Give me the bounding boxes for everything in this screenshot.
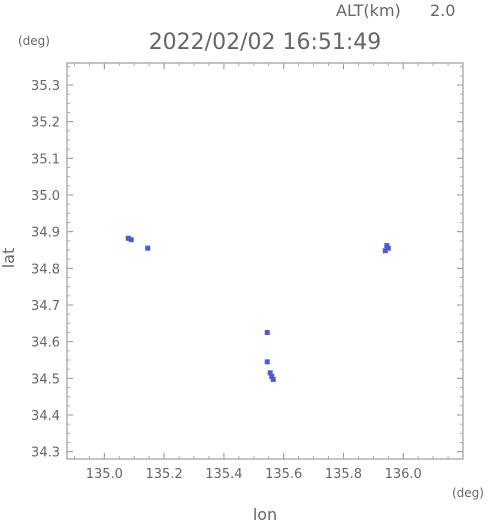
y-tick-label: 35.0 xyxy=(31,189,60,204)
altitude-value: 2.0 xyxy=(430,1,455,20)
x-tick-label: 135.4 xyxy=(205,467,242,482)
x-tick-label: 136.0 xyxy=(385,467,422,482)
y-tick-label: 35.2 xyxy=(31,116,60,131)
y-axis-label: lat xyxy=(0,248,18,269)
y-tick-label: 35.1 xyxy=(31,152,60,167)
x-tick-label: 135.0 xyxy=(86,467,123,482)
data-point xyxy=(269,374,275,379)
data-point xyxy=(385,245,391,251)
data-point xyxy=(270,376,276,382)
data-point xyxy=(128,237,134,243)
x-axis-unit: (deg) xyxy=(452,486,484,500)
y-axis-ticks: 34.3 34.4 34.5 34.6 34.7 34.8 34.9 35.0 35.1 35.2… xyxy=(31,66,463,461)
data-point xyxy=(264,359,270,365)
x-axis-ticks: 135.0 135.2 135.4 135.6 135.8 136.0 xyxy=(73,63,449,482)
data-point xyxy=(382,248,388,254)
x-tick-label: 135.6 xyxy=(265,467,302,482)
x-tick-label: 135.8 xyxy=(325,467,362,482)
y-tick-label: 35.3 xyxy=(31,79,60,94)
x-axis-label: lon xyxy=(253,505,277,521)
data-point xyxy=(125,235,131,241)
data-point xyxy=(264,330,270,335)
y-axis-unit: (deg) xyxy=(18,34,50,48)
altitude-label: ALT(km) xyxy=(336,1,401,20)
y-tick-label: 34.5 xyxy=(31,372,60,387)
y-tick-label: 34.3 xyxy=(31,446,60,461)
y-tick-label: 34.4 xyxy=(31,409,60,424)
data-point xyxy=(267,370,273,376)
data-points xyxy=(125,235,391,382)
data-point xyxy=(145,245,151,251)
y-tick-label: 34.7 xyxy=(31,299,60,314)
y-tick-label: 34.9 xyxy=(31,226,60,241)
y-tick-label: 34.8 xyxy=(31,262,60,277)
x-tick-label: 135.2 xyxy=(146,467,183,482)
plot-frame xyxy=(66,62,464,460)
chart-title: 2022/02/02 16:51:49 xyxy=(149,30,382,55)
y-tick-label: 34.6 xyxy=(31,336,60,351)
data-point xyxy=(384,243,390,249)
